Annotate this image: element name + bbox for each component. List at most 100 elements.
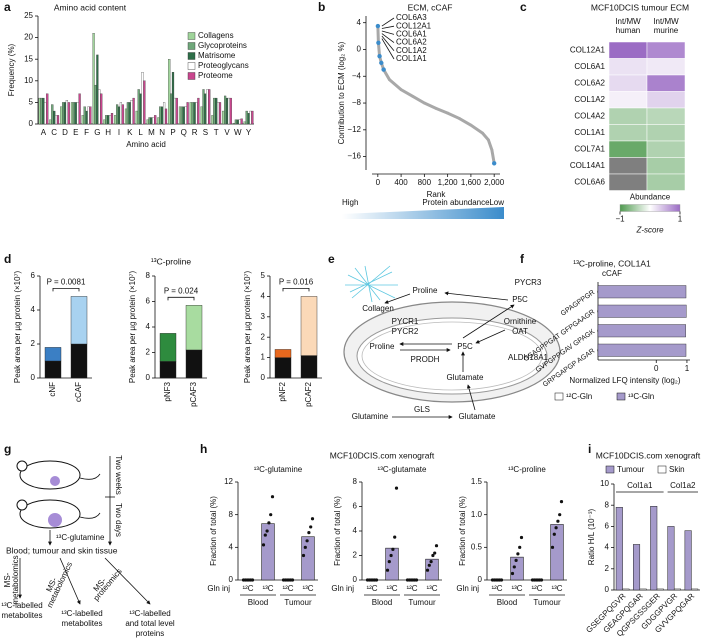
y-tick-label: 1 <box>261 353 266 362</box>
data-point <box>261 543 266 547</box>
data-point <box>393 535 397 539</box>
bar <box>650 506 658 591</box>
x-axis-label: Rank <box>427 190 447 199</box>
legend-label: Skin <box>669 465 685 474</box>
bar-segment <box>159 333 177 362</box>
data-point <box>556 519 560 523</box>
y-tick-label: 0 <box>261 373 266 382</box>
annotation-line <box>381 30 395 35</box>
row-label: COL4A2 <box>574 111 605 120</box>
data-point <box>516 552 520 556</box>
p-value: P = 0.0081 <box>47 278 86 287</box>
y-tick-label: 10 <box>24 76 33 85</box>
bar <box>109 115 112 125</box>
bar <box>240 118 243 125</box>
data-point <box>550 545 555 549</box>
x-tick-label: pCAF2 <box>304 381 313 406</box>
y-tick-label: 3 <box>261 312 266 321</box>
heatmap-cell <box>608 91 648 109</box>
significance-bracket <box>52 288 80 292</box>
annotation: COL6A1 <box>396 30 427 39</box>
legend-label: Proteoglycans <box>198 61 249 70</box>
bar <box>152 117 155 125</box>
bar <box>227 97 231 125</box>
gradient-label: Low <box>489 198 504 207</box>
annotation-line <box>381 35 395 52</box>
bar <box>168 59 171 125</box>
row-label: COL1A1 <box>574 128 605 137</box>
bar <box>385 547 399 581</box>
cell-diagram <box>343 265 561 419</box>
bar <box>622 588 630 591</box>
data-point <box>499 578 504 582</box>
bar <box>105 115 108 125</box>
bar <box>180 106 183 125</box>
chart-title: Amino acid content <box>54 2 127 12</box>
x-tick-label: I <box>118 128 120 137</box>
bar <box>119 102 123 125</box>
bar <box>217 102 220 125</box>
arrow <box>59 557 81 605</box>
data-point <box>434 107 438 110</box>
arrow <box>384 293 411 304</box>
y-tick-label: 20 <box>24 33 33 42</box>
bar <box>100 93 103 125</box>
data-point <box>558 513 562 517</box>
annotation-line <box>381 17 395 27</box>
output-label: metabolites <box>2 611 43 620</box>
bar <box>171 72 175 125</box>
y-axis-label: Frequency (%) <box>7 43 16 96</box>
bar <box>597 304 687 318</box>
mouse-ear <box>16 499 28 511</box>
y-tick-label: 0 <box>605 585 610 594</box>
mouse-schematic <box>16 456 151 605</box>
y-tick-label: 6 <box>353 502 358 511</box>
bar <box>234 119 237 125</box>
data-point <box>267 521 271 525</box>
pathway-label: PRODH <box>411 355 440 364</box>
pathway-label: Proline <box>370 342 395 351</box>
data-point <box>303 545 307 549</box>
bar <box>163 102 166 125</box>
bar <box>211 115 214 125</box>
x-tick-label: ¹³C <box>511 584 522 593</box>
bar <box>121 104 124 125</box>
bar <box>206 89 209 125</box>
bar <box>96 54 99 125</box>
bar <box>114 115 117 125</box>
x-tick-label: E <box>73 128 78 137</box>
group-label: Blood <box>372 598 392 607</box>
data-point <box>486 138 490 142</box>
colorbar-tick-label: 1 <box>678 215 683 224</box>
data-point <box>559 500 564 504</box>
bar-segment <box>185 305 203 351</box>
heatmap-cell <box>646 140 686 158</box>
bar <box>83 106 86 125</box>
legend-swatch <box>554 392 564 401</box>
bar <box>639 588 647 591</box>
bar <box>550 524 564 581</box>
data-point <box>269 513 273 517</box>
y-tick-label: 8 <box>146 271 151 280</box>
bar <box>56 115 60 125</box>
x-tick-label: 0 <box>376 178 381 187</box>
bar <box>229 97 232 125</box>
bar <box>175 97 178 125</box>
arrow <box>444 291 509 301</box>
bar <box>222 110 225 125</box>
x-axis-label: Normalized LFQ intensity (log₂) <box>569 376 680 385</box>
legend-swatch <box>616 392 626 401</box>
legend-swatch <box>187 62 196 70</box>
x-tick-label: ¹²C <box>282 584 293 593</box>
chart-subtitle: cCAF <box>602 269 622 278</box>
heatmap-cell <box>646 107 686 125</box>
gradient-label: Protein abundance <box>422 198 490 207</box>
x-tick-label: ¹²C <box>242 584 253 593</box>
bar <box>55 115 58 125</box>
pathway-label: Glutamate <box>447 373 484 382</box>
data-point <box>518 545 522 549</box>
bar <box>92 33 95 125</box>
panel-label: c <box>520 0 527 14</box>
data-point <box>310 517 315 521</box>
y-tick-label: 4 <box>229 542 234 551</box>
